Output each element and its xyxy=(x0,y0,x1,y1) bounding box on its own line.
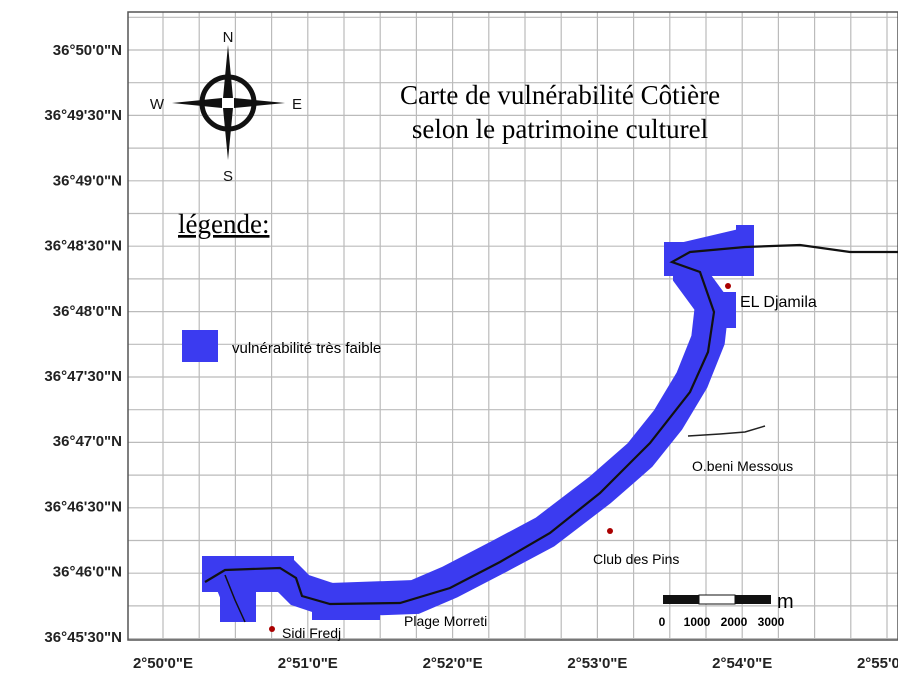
latitude-label: 36°48'30"N xyxy=(44,238,122,255)
scale-label: 2000 xyxy=(721,615,748,629)
graticule xyxy=(128,12,898,640)
place-label: Sidi Fredj xyxy=(282,625,341,641)
compass-label: N xyxy=(223,29,234,46)
scale-label: 3000 xyxy=(758,615,785,629)
latitude-label: 36°50'0"N xyxy=(53,42,122,59)
compass-label: E xyxy=(292,96,302,113)
longitude-label: 2°50'0"E xyxy=(133,655,193,672)
legend-title: légende: xyxy=(178,209,269,239)
vulnerability-zone xyxy=(202,225,754,622)
map-title: Carte de vulnérabilité Côtière xyxy=(400,80,720,110)
longitude-label: 2°52'0"E xyxy=(423,655,483,672)
compass: N S E W xyxy=(150,29,302,185)
compass-label: W xyxy=(150,96,165,113)
legend-label: vulnérabilité très faible xyxy=(232,340,381,357)
river xyxy=(687,425,766,437)
scale-bar: 0 1000 2000 3000 m xyxy=(659,591,794,629)
map-title: selon le patrimoine culturel xyxy=(412,114,708,144)
scale-label: 1000 xyxy=(684,615,711,629)
place-label: Club des Pins xyxy=(593,551,679,567)
place-dot xyxy=(269,626,275,632)
longitude-label: 2°51'0"E xyxy=(278,655,338,672)
longitude-label: 2°55'0"E xyxy=(857,655,898,672)
latitude-label: 36°48'0"N xyxy=(53,303,122,320)
map-frame xyxy=(127,11,898,641)
legend-swatch xyxy=(182,330,218,362)
latitude-label: 36°47'30"N xyxy=(44,368,122,385)
coastline xyxy=(204,243,898,606)
longitude-label: 2°53'0"E xyxy=(567,655,627,672)
place-dot xyxy=(725,283,731,289)
latitude-label: 36°49'30"N xyxy=(44,107,122,124)
place-label: Plage Morreti xyxy=(404,613,487,629)
scale-label: 0 xyxy=(659,615,666,629)
coastline xyxy=(224,574,246,623)
longitude-label: 2°54'0"E xyxy=(712,655,772,672)
latitude-label: 36°47'0"N xyxy=(53,433,122,450)
latitude-label: 36°46'0"N xyxy=(53,564,122,581)
latitude-label: 36°49'0"N xyxy=(53,172,122,189)
place-label: EL Djamila xyxy=(740,294,817,311)
place-label: O.beni Messous xyxy=(692,458,793,474)
latitude-label: 36°46'30"N xyxy=(44,498,122,515)
place-dot xyxy=(607,528,613,534)
axis-labels: 36°50'0"N 36°49'30"N 36°49'0"N 36°48'30"N 36… xyxy=(44,42,898,672)
compass-label: S xyxy=(223,168,233,185)
scale-unit: m xyxy=(777,591,794,613)
latitude-label: 36°45'30"N xyxy=(44,629,122,646)
